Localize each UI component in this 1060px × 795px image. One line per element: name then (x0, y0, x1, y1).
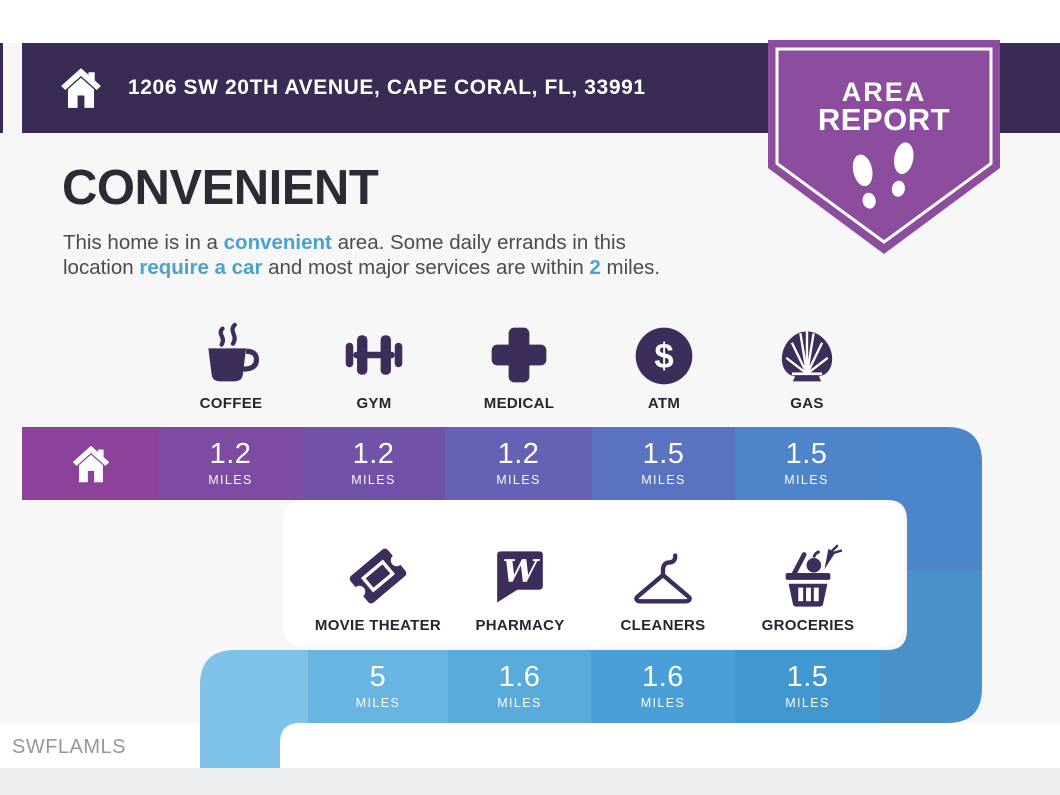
amenity-label: GROCERIES (761, 617, 855, 634)
top-margin (0, 0, 1060, 43)
distance-value: 1.2 (352, 438, 395, 470)
distance-value: 1.6 (642, 661, 684, 693)
distance-bar-cleaners-cell (591, 650, 735, 723)
atm-dollar-icon: $ (635, 327, 693, 385)
walkability-rating-heading: CONVENIENT (62, 161, 379, 215)
pharmacy-w-icon: W (497, 551, 543, 603)
home-bar-cell (22, 427, 159, 500)
distance-value: 1.6 (498, 661, 541, 693)
distance-unit: MILES (208, 473, 253, 487)
distance-value: 5 (369, 661, 387, 693)
second-row-card (283, 500, 904, 647)
distance-medical: 1.2 MILES (445, 427, 592, 500)
grocery-basket-icon (785, 544, 842, 607)
home-icon (61, 68, 101, 108)
distance-value: 1.2 (209, 438, 252, 470)
distance-value: 1.5 (642, 438, 685, 470)
distance-unit: MILES (784, 473, 829, 487)
distance-bar-atm-cell (592, 427, 735, 500)
distance-value: 1.2 (497, 438, 540, 470)
distance-bar-gas-cell (735, 427, 878, 500)
highlight-convenient: convenient (223, 231, 332, 254)
distance-cleaners: 1.6 MILES (591, 650, 735, 723)
amenity-label: PHARMACY (475, 617, 565, 634)
amenity-atm: $ ATM (593, 316, 735, 412)
amenity-cleaners: CLEANERS (592, 538, 734, 634)
distance-value: 1.5 (785, 438, 828, 470)
amenity-label: ATM (647, 395, 681, 412)
distance-bar-coffee-cell (159, 427, 302, 500)
amenity-medical: MEDICAL (448, 316, 590, 412)
distance-coffee: 1.2 MILES (159, 427, 302, 500)
distance-groceries: 1.5 MILES (735, 650, 880, 723)
distance-bar-movie-cell (308, 650, 448, 723)
distance-atm: 1.5 MILES (592, 427, 735, 500)
path-turn-right-lower (880, 570, 982, 723)
amenity-groceries: GROCERIES (737, 538, 879, 634)
bottom-gray-band (0, 768, 1060, 795)
distance-unit: MILES (785, 696, 830, 710)
medical-cross-icon (491, 327, 547, 383)
amenity-gym: GYM (303, 316, 445, 412)
distance-gas: 1.5 MILES (735, 427, 878, 500)
footprints-icon (852, 142, 914, 209)
area-report-badge: AREA REPORT (768, 40, 1000, 254)
distance-pharmacy: 1.6 MILES (448, 650, 591, 723)
distance-bar-gym-cell (302, 427, 445, 500)
path-turn-left (200, 650, 308, 768)
distance-bar-pharmacy-cell (448, 650, 591, 723)
amenity-label: GYM (356, 395, 392, 412)
description-line-1: This home is in a convenient area. Some … (63, 231, 626, 254)
badge-inner-border (775, 47, 993, 244)
coffee-icon (208, 322, 260, 382)
svg-text:W: W (503, 553, 541, 589)
badge-ribbon-shape (768, 40, 1000, 254)
home-icon (72, 445, 109, 482)
path-turn-right-upper (878, 427, 982, 570)
description-line-2: location require a car and most major se… (63, 255, 661, 279)
distance-bar-medical-cell (445, 427, 592, 500)
highlight-2-miles: 2 (589, 255, 601, 279)
badge-title-line2: REPORT (818, 102, 950, 137)
distance-value: 1.5 (786, 661, 829, 693)
svg-text:$: $ (654, 338, 673, 376)
amenity-label: COFFEE (199, 395, 263, 412)
distance-unit: MILES (641, 473, 686, 487)
highlight-require-a-car: require a car (139, 255, 263, 279)
distance-unit: MILES (640, 696, 686, 710)
movie-ticket-icon (349, 548, 407, 604)
amenity-gas: GAS (736, 316, 878, 412)
amenity-coffee: COFFEE (160, 316, 302, 412)
gas-shell-icon (781, 331, 833, 382)
amenity-label: CLEANERS (620, 617, 706, 634)
hanger-icon (634, 553, 692, 604)
banner-left-edge (0, 43, 3, 133)
amenity-label: MEDICAL (483, 395, 555, 412)
distance-unit: MILES (497, 696, 542, 710)
amenity-movie-theater: MOVIE THEATER (307, 538, 449, 634)
amenity-label: MOVIE THEATER (314, 617, 442, 634)
distance-gym: 1.2 MILES (302, 427, 445, 500)
gym-icon (345, 335, 403, 375)
amenity-pharmacy: W PHARMACY (449, 538, 591, 634)
walkability-description: This home is in a convenient area. Some … (63, 231, 723, 280)
lower-white-band (0, 723, 1060, 768)
distance-bar-groceries-cell (735, 650, 880, 723)
distance-movie-theater: 5 MILES (308, 650, 448, 723)
mls-watermark: SWFLAMLS (12, 736, 127, 758)
distance-unit: MILES (351, 473, 396, 487)
property-address: 1206 SW 20TH AVENUE, CAPE CORAL, FL, 339… (128, 76, 646, 99)
distance-unit: MILES (355, 696, 401, 710)
distance-unit: MILES (496, 473, 541, 487)
badge-title-line1: AREA (842, 77, 927, 107)
amenity-label: GAS (790, 395, 824, 412)
